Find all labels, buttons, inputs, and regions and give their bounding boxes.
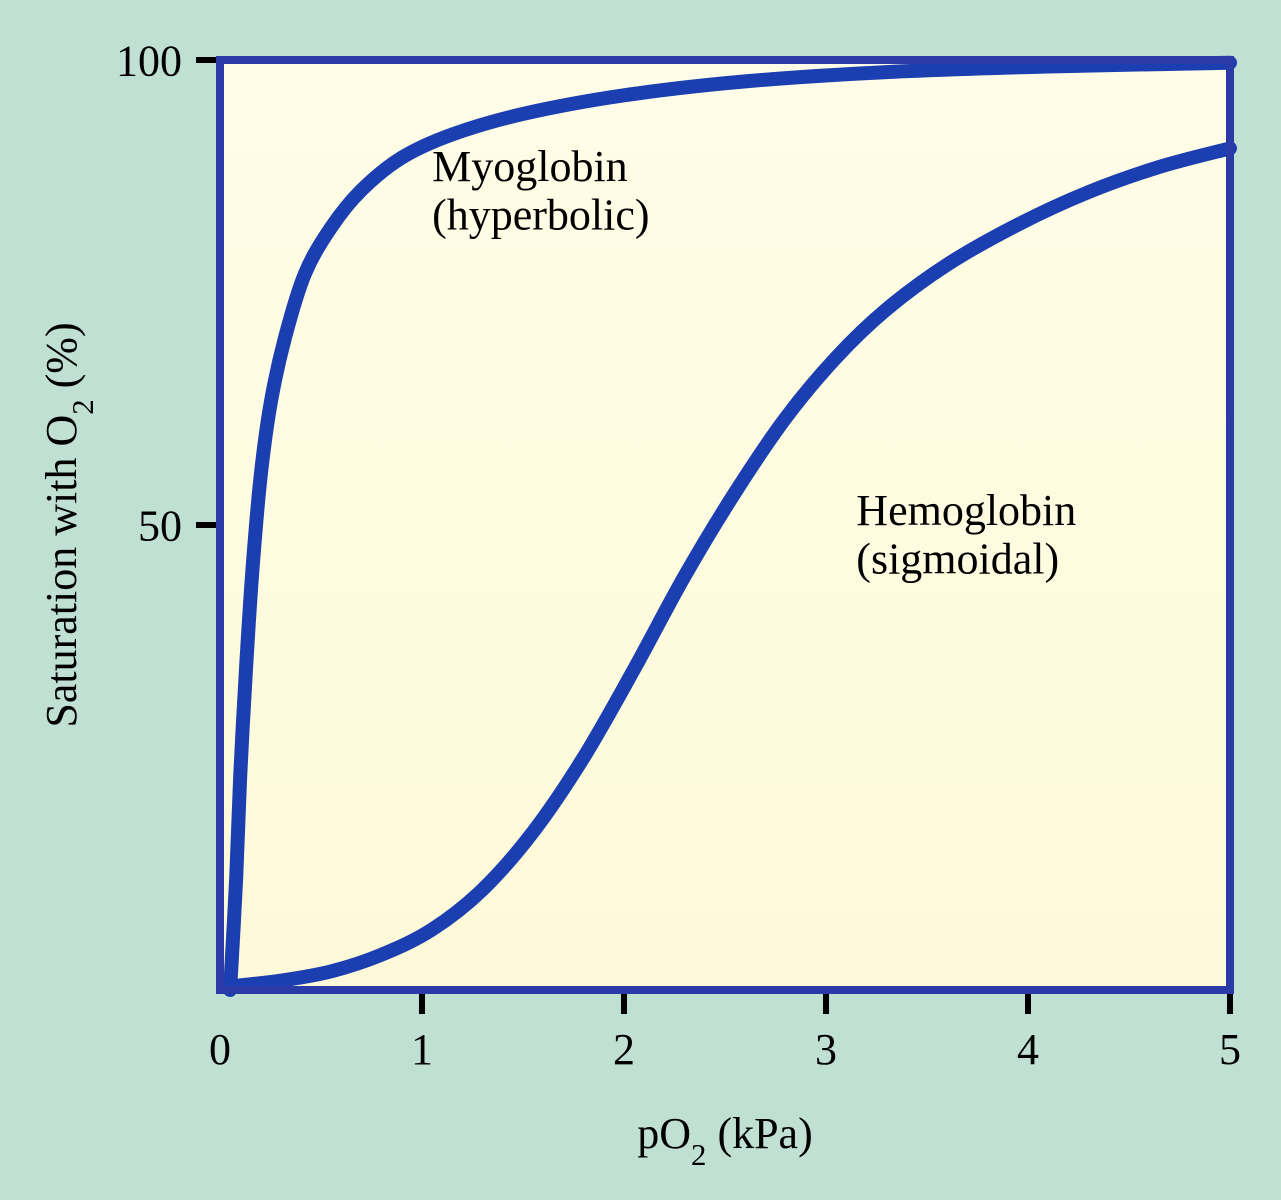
chart-svg: 0 1 2 3 4 5 50 100 Myoglobin(hyperbolic) Hemogl… — [0, 0, 1281, 1200]
x-tick-label: 3 — [815, 1025, 837, 1074]
x-tick-label: 2 — [613, 1025, 635, 1074]
x-tick-label: 1 — [411, 1025, 433, 1074]
x-tick-label: 0 — [209, 1025, 231, 1074]
y-tick-label: 100 — [116, 36, 182, 85]
series-label-myoglobin: Myoglobin(hyperbolic) — [432, 142, 649, 239]
oxygen-saturation-chart: 0 1 2 3 4 5 50 100 Myoglobin(hyperbolic) Hemogl… — [0, 0, 1281, 1200]
x-tick-label: 5 — [1219, 1025, 1241, 1074]
x-tick-label: 4 — [1017, 1025, 1039, 1074]
series-label-hemoglobin: Hemoglobin(sigmoidal) — [856, 486, 1076, 583]
y-tick-label: 50 — [138, 501, 182, 550]
